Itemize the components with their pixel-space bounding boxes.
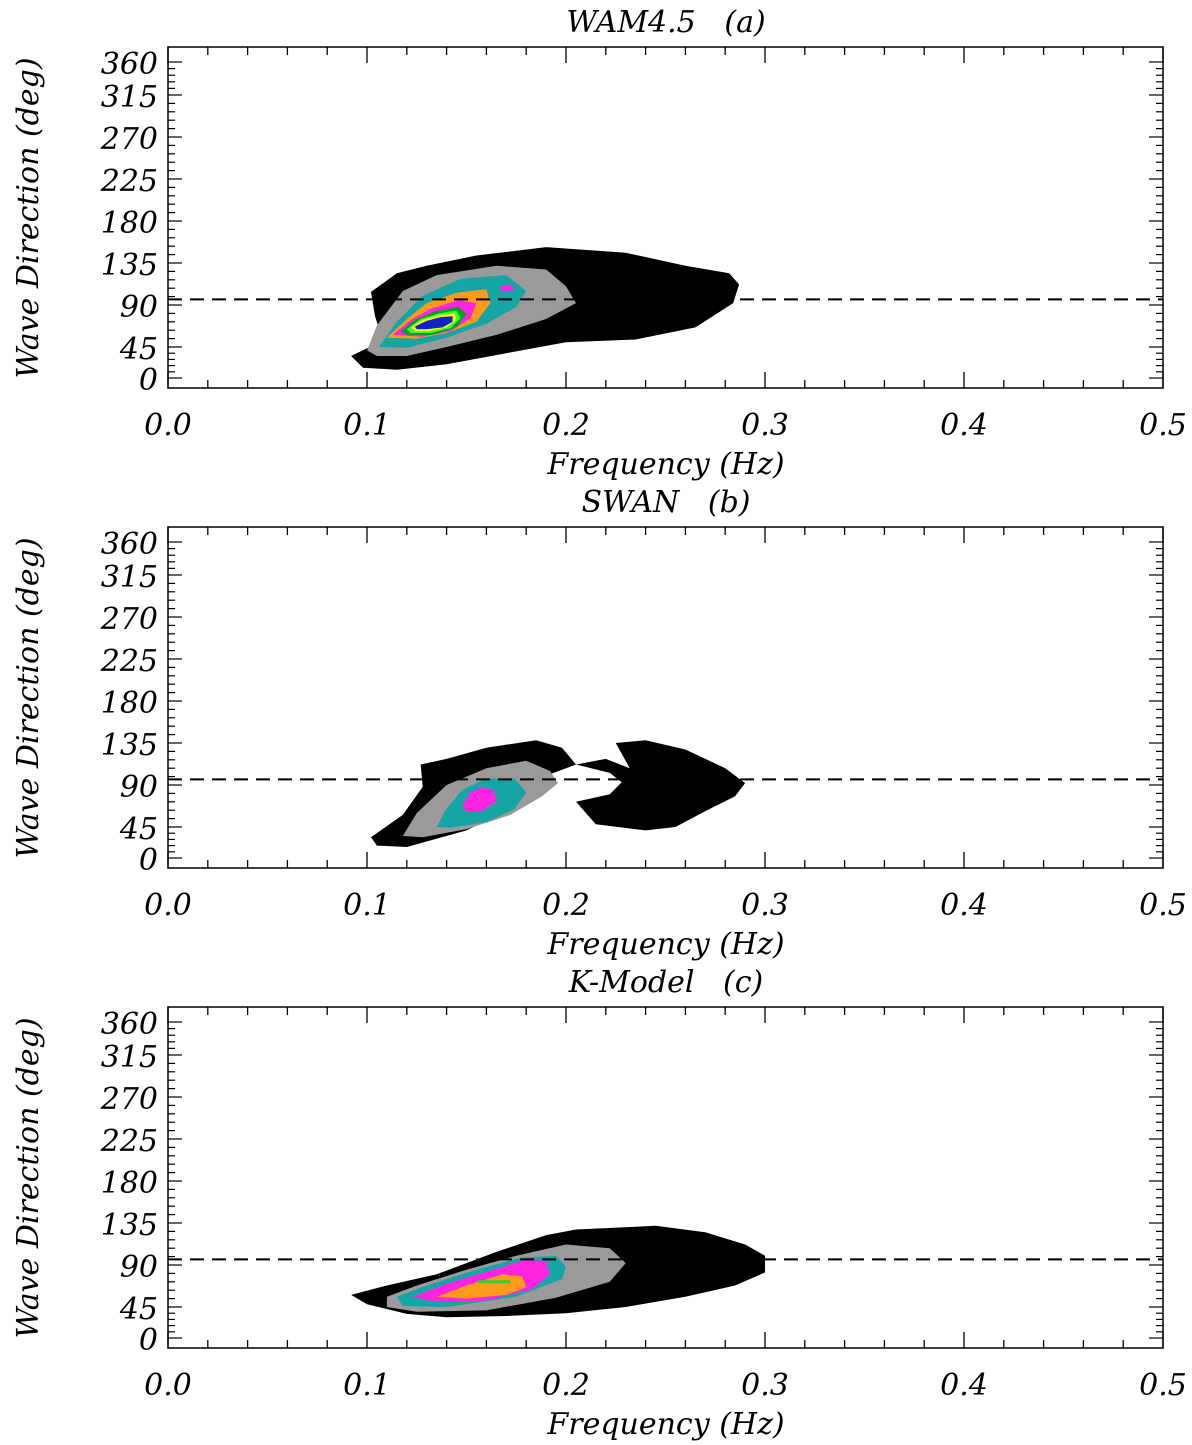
y-tick-label: 315 (101, 560, 158, 595)
x-tick-label: 0.5 (1139, 1368, 1187, 1403)
y-tick-label: 0 (139, 843, 158, 878)
contour-level-9 (414, 316, 453, 330)
plot-frame (167, 46, 1164, 389)
y-axis-label: Wave Direction (deg) (11, 57, 46, 378)
plot-area: 0.0 0.1 0.2 0.3 0.4 0.5 045 90 135 180 225 270 31536… (100, 526, 1187, 923)
y-tick-label: 135 (101, 1208, 158, 1243)
x-tick-label: 0.2 (542, 408, 590, 443)
contour-level-4 (462, 786, 497, 812)
y-tick-label: 360 (101, 47, 158, 82)
y-tick-label: 315 (101, 1040, 158, 1075)
y-tick-label: 225 (100, 164, 158, 199)
y-tick-label: 0 (139, 363, 158, 398)
panel-title: SWAN (b) (581, 485, 750, 520)
y-tick-label: 180 (101, 686, 158, 721)
y-tick-label: 270 (100, 122, 158, 157)
y-tick-label: 135 (101, 728, 158, 763)
plot-frame (167, 526, 1164, 869)
x-tick-label: 0.1 (343, 1368, 391, 1403)
y-tick-label: 45 (119, 1292, 158, 1327)
y-axis-label: Wave Direction (deg) (11, 1017, 46, 1338)
y-tick-label: 180 (101, 1166, 158, 1201)
y-tick-label: 90 (120, 770, 158, 805)
x-tick-label: 0.0 (144, 888, 192, 923)
plot-area: 0.0 0.1 0.2 0.3 0.4 0.5 045 90 135 180 225 270 31536… (100, 1006, 1187, 1403)
x-tick-label: 0.1 (343, 408, 391, 443)
y-tick-label: 270 (100, 1082, 158, 1117)
y-tick-label: 225 (100, 644, 158, 679)
y-tick-label: 90 (120, 290, 158, 325)
panel-b: SWAN (b) Wave Direction (deg) Frequency … (11, 485, 1187, 962)
y-axis-label: Wave Direction (deg) (11, 537, 46, 858)
y-tick-label: 180 (101, 206, 158, 241)
x-axis-label: Frequency (Hz) (546, 927, 784, 962)
x-tick-label: 0.5 (1139, 888, 1187, 923)
x-tick-label: 0.3 (741, 1368, 789, 1403)
contour-level-10 (500, 284, 515, 292)
x-tick-label: 0.2 (542, 888, 590, 923)
x-tick-label: 0.4 (940, 408, 988, 443)
x-tick-label: 0.4 (940, 888, 988, 923)
y-tick-label: 135 (101, 248, 158, 283)
panel-title: K-Model (c) (568, 965, 764, 1000)
x-tick-label: 0.0 (144, 408, 192, 443)
x-tick-label: 0.2 (542, 1368, 590, 1403)
x-axis-label: Frequency (Hz) (546, 447, 784, 482)
y-tick-label: 225 (100, 1124, 158, 1159)
y-tick-label: 315 (101, 80, 158, 115)
y-tick-label: 45 (119, 332, 158, 367)
x-tick-label: 0.1 (343, 888, 391, 923)
y-tick-label: 90 (120, 1250, 158, 1285)
plot-area: 0.0 0.1 0.2 0.3 0.4 0.5 045 90 135 180 225 270 31536… (100, 46, 1187, 443)
y-tick-label: 360 (101, 527, 158, 562)
plot-frame (167, 1006, 1164, 1349)
x-tick-label: 0.5 (1139, 408, 1187, 443)
x-tick-label: 0.3 (741, 408, 789, 443)
panel-a: WAM4.5 (a) Wave Direction (deg) Frequenc… (11, 5, 1187, 482)
x-tick-label: 0.4 (940, 1368, 988, 1403)
x-tick-label: 0.3 (741, 888, 789, 923)
panel-title: WAM4.5 (a) (566, 5, 765, 40)
y-tick-label: 360 (101, 1007, 158, 1042)
y-tick-label: 0 (139, 1323, 158, 1358)
panel-c: K-Model (c) Wave Direction (deg) Frequen… (11, 965, 1187, 1442)
y-tick-label: 270 (100, 602, 158, 637)
x-axis-label: Frequency (Hz) (546, 1407, 784, 1442)
x-tick-label: 0.0 (144, 1368, 192, 1403)
y-tick-label: 45 (119, 812, 158, 847)
